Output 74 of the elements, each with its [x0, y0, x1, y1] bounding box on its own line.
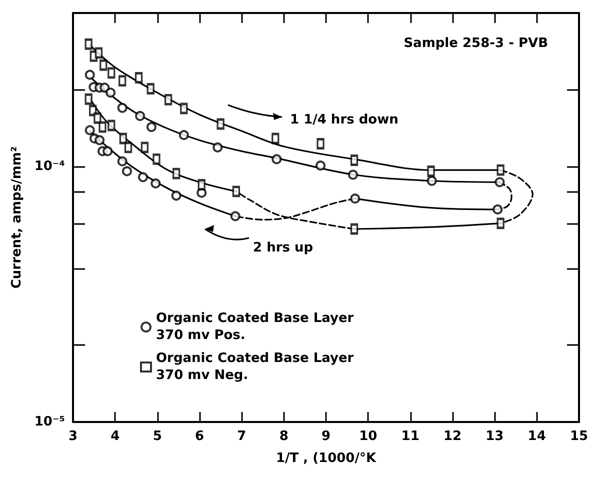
y-tick-label: 10⁻⁴: [34, 159, 66, 174]
point: [152, 154, 160, 165]
point: [84, 38, 93, 50]
point: [272, 154, 282, 164]
point: [172, 168, 180, 180]
point: [102, 146, 113, 156]
annotation: 2 hrs up: [253, 240, 314, 256]
y-axis-title: Current, amps/mm²: [9, 146, 24, 289]
y-tick-label: 10⁻⁵: [34, 414, 65, 430]
x-tick-label: 10: [359, 429, 378, 444]
point: [84, 70, 95, 80]
point: [93, 112, 102, 124]
point: [138, 172, 148, 182]
point: [117, 102, 128, 113]
point: [100, 82, 110, 93]
x-tick-label: 15: [570, 429, 588, 444]
point: [98, 122, 107, 133]
x-tick-label: 3: [68, 429, 78, 444]
point: [99, 60, 108, 71]
point: [106, 88, 116, 98]
text: Sample 258-3 - PVB: [404, 36, 548, 51]
point: [492, 204, 503, 214]
annotation: 1 1/4 hrs down: [290, 112, 398, 128]
point: [178, 130, 189, 140]
point: [140, 142, 149, 153]
point: [118, 75, 126, 86]
x-axis-title: 1/T , (1000/°K: [276, 451, 377, 466]
point: [212, 142, 223, 152]
x-tick-label: 7: [237, 429, 246, 444]
point: [84, 125, 95, 136]
point: [146, 122, 156, 132]
point: [350, 194, 360, 204]
point: [94, 47, 103, 58]
x-tick-label: 11: [401, 429, 420, 444]
point: [271, 132, 280, 144]
point: [117, 156, 128, 166]
point: [198, 179, 206, 190]
point: [150, 178, 161, 188]
point: [164, 94, 172, 106]
point: [348, 170, 358, 180]
point: [316, 138, 325, 150]
point: [426, 166, 435, 177]
x-tick-label: 5: [152, 429, 162, 444]
point: [426, 176, 437, 186]
point: [124, 142, 132, 153]
point: [496, 218, 505, 229]
x-tick-label: 14: [528, 429, 546, 444]
x-tick-label: 13: [486, 429, 504, 444]
x-tick-label: 9: [321, 429, 331, 444]
legend-label: Organic Coated Base Layer 370 mv Pos.: [156, 311, 354, 343]
point: [316, 160, 326, 171]
point: [107, 67, 116, 78]
point: [94, 135, 105, 146]
point: [350, 224, 358, 235]
point: [350, 154, 358, 166]
x-tick-label: 4: [110, 429, 120, 444]
point: [84, 94, 93, 105]
point: [496, 164, 505, 176]
x-tick-label: 8: [279, 429, 288, 444]
point: [171, 190, 182, 201]
point: [494, 177, 505, 188]
point: [135, 110, 146, 121]
x-tick-label: 12: [443, 429, 462, 444]
point: [122, 166, 132, 176]
point: [180, 103, 188, 114]
point: [119, 132, 128, 144]
legend-label: Organic Coated Base Layer 370 mv Neg.: [156, 351, 354, 383]
point: [230, 211, 240, 222]
point: [134, 72, 143, 84]
point: [107, 120, 116, 132]
point: [232, 186, 240, 197]
point: [216, 118, 225, 130]
point: [146, 83, 155, 94]
x-tick-label: 6: [194, 429, 204, 444]
